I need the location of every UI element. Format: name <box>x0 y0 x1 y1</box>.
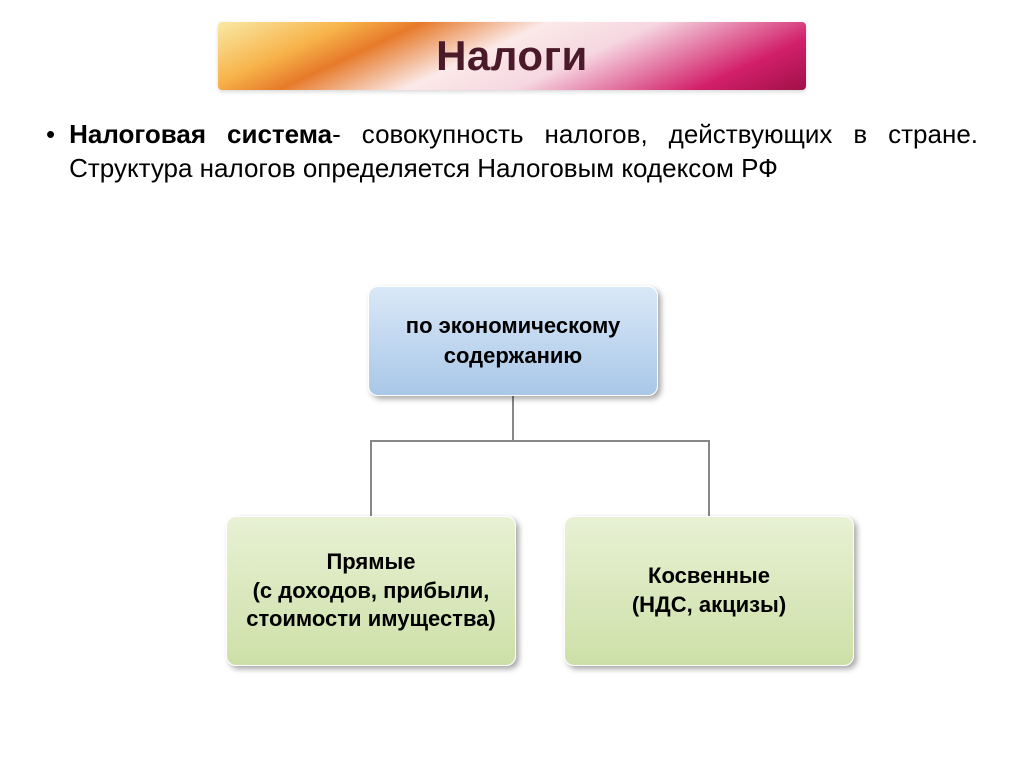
node-left-label: Прямые(с доходов, прибыли, стоимости иму… <box>241 548 501 634</box>
connector <box>512 396 514 440</box>
definition-lead: Налоговая система <box>69 119 332 149</box>
title-banner: Налоги <box>218 22 806 90</box>
connector <box>370 440 710 442</box>
node-right-child: Косвенные(НДС, акцизы) <box>564 516 854 666</box>
node-parent: по экономическому содержанию <box>368 286 658 396</box>
connector <box>708 440 710 516</box>
node-parent-label: по экономическому содержанию <box>383 311 643 370</box>
definition-text: Налоговая система- совокупность налогов,… <box>69 118 978 186</box>
classification-diagram: по экономическому содержанию Прямые(с до… <box>0 286 1024 706</box>
body-paragraph: • Налоговая система- совокупность налого… <box>46 118 978 186</box>
node-left-child: Прямые(с доходов, прибыли, стоимости иму… <box>226 516 516 666</box>
node-right-label: Косвенные(НДС, акцизы) <box>632 562 786 619</box>
title-text: Налоги <box>436 32 588 80</box>
bullet-marker: • <box>46 118 55 152</box>
connector <box>370 440 372 516</box>
